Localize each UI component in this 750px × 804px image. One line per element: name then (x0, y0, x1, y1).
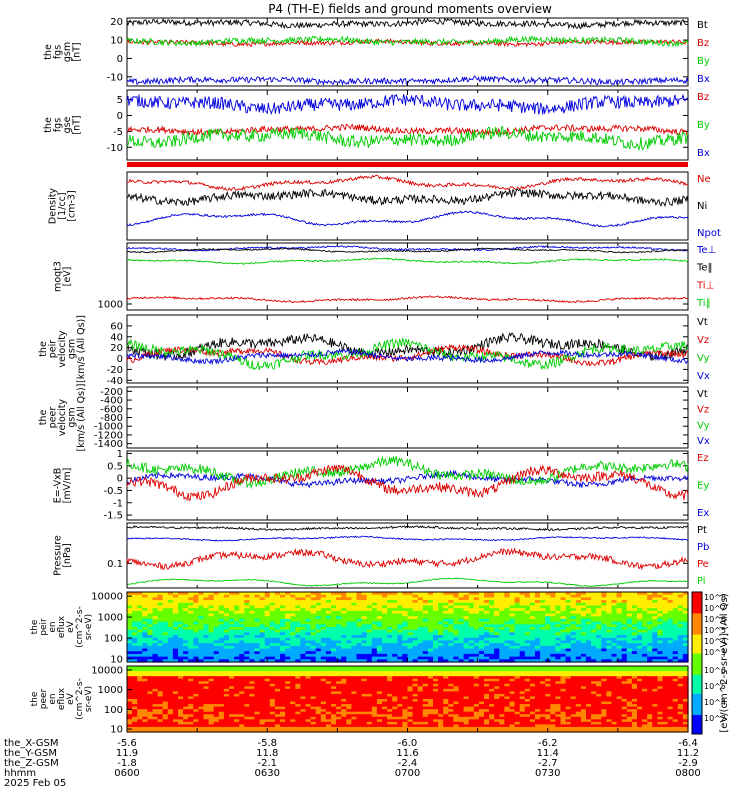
y-axis-label: [mV/m] (62, 468, 73, 504)
legend-ni: Ni (697, 201, 707, 212)
legend-vx: Vx (697, 436, 710, 447)
legend-pe: Pe (697, 559, 709, 570)
legend-npot: Npot (697, 228, 721, 239)
legend-vx: Vx (697, 371, 710, 382)
chart-title: P4 (TH-E) fields and ground moments over… (268, 2, 552, 16)
series-line-ni (127, 189, 688, 205)
series-line-ey (127, 456, 688, 487)
panel-frame (127, 18, 688, 86)
y-axis-label: [nT] (71, 42, 82, 61)
y-tick-label: 5 (117, 95, 123, 106)
series-line-bx (127, 94, 688, 114)
series-line-ti⊥ (127, 296, 688, 303)
y-tick-label: -40 (107, 376, 123, 387)
y-axis-label: [cm-3] (67, 190, 78, 221)
legend-pb: Pb (697, 542, 709, 553)
series-line-npot (127, 211, 688, 227)
y-tick-label: 20 (110, 17, 123, 28)
legend-pt: Pt (697, 525, 707, 536)
y-tick-label: -10 (107, 143, 123, 154)
legend-te⊥: Te⊥ (696, 245, 716, 256)
legend-vt: Vt (697, 389, 708, 400)
legend-ne: Ne (697, 174, 711, 185)
y-tick-label: 10 (110, 36, 123, 47)
legend-ex: Ex (697, 508, 709, 519)
series-line-vy (127, 339, 688, 370)
y-axis-label: [km/s (All Qs)] (76, 315, 87, 383)
legend-by: By (697, 56, 710, 67)
legend-pi: Pi (697, 576, 706, 587)
legend-bz: Bz (697, 38, 709, 49)
y-tick-label: 0 (117, 354, 123, 365)
legend-vz: Vz (697, 335, 709, 346)
y-tick-label: -5 (113, 127, 123, 138)
y-tick-label: -20 (107, 365, 123, 376)
legend-bt: Bt (697, 20, 708, 31)
legend-ti⊥: Ti⊥ (696, 280, 714, 291)
y-tick-label: 1000 (98, 613, 123, 624)
y-axis-label: sr-eV) (84, 614, 94, 640)
spectrogram-peer-eflux (127, 666, 689, 733)
y-tick-label: 0 (117, 111, 123, 122)
legend-ez: Ez (697, 453, 709, 464)
series-line-by (127, 127, 688, 150)
y-tick-label: 0.1 (107, 559, 123, 570)
series-line-te‖ (127, 248, 688, 253)
y-tick-label: -0.5 (103, 486, 123, 497)
y-tick-label: 0.5 (107, 461, 123, 472)
y-tick-label: -10 (107, 72, 123, 83)
y-axis-label: [eV] (62, 267, 73, 287)
spectrogram-peir-eflux (127, 592, 689, 663)
y-tick-label: 60 (110, 321, 123, 332)
legend-vy: Vy (697, 353, 710, 364)
legend-bz: Bz (697, 92, 709, 103)
legend-ti‖: Ti‖ (696, 298, 711, 309)
panels-layer: 20100-10thefgsgsm[nT]BtBzByBx50-5-10thef… (30, 17, 730, 735)
legend-bx: Bx (697, 74, 710, 85)
panel-frame (127, 387, 688, 448)
legend-vz: Vz (697, 405, 709, 416)
legend-ey: Ey (697, 481, 709, 492)
series-line-ne (127, 175, 688, 190)
y-axis-label: [km/s (All Qs)] (76, 384, 87, 452)
y-tick-label: -1 (113, 498, 123, 509)
y-tick-label: 1 (117, 449, 123, 460)
y-axis-label: [nPa] (62, 543, 73, 568)
quality-flag-bar (127, 162, 688, 167)
y-tick-label: 0 (117, 54, 123, 65)
y-tick-label: 1000 (98, 300, 123, 311)
series-line-ez (127, 465, 688, 500)
legend-vt: Vt (697, 317, 708, 328)
legend-te‖: Te‖ (696, 263, 713, 274)
y-tick-label: 10000 (91, 592, 123, 603)
series-line-pe (127, 549, 688, 569)
y-tick-label: 20 (110, 343, 123, 354)
series-line-ti‖ (127, 258, 688, 264)
panel-frame (127, 523, 688, 588)
legend-bx: Bx (697, 148, 710, 159)
legend-vy: Vy (697, 420, 710, 431)
y-tick-label: 40 (110, 332, 123, 343)
series-line-vt (127, 333, 688, 360)
legend-by: By (697, 120, 710, 131)
series-line-pb (127, 536, 688, 541)
y-axis-label: [nT] (71, 115, 82, 134)
y-tick-label: -1.5 (103, 511, 123, 522)
y-tick-label: 0 (117, 474, 123, 485)
y-tick-label: 10 (110, 654, 123, 665)
y-tick-label: 100 (104, 633, 123, 644)
